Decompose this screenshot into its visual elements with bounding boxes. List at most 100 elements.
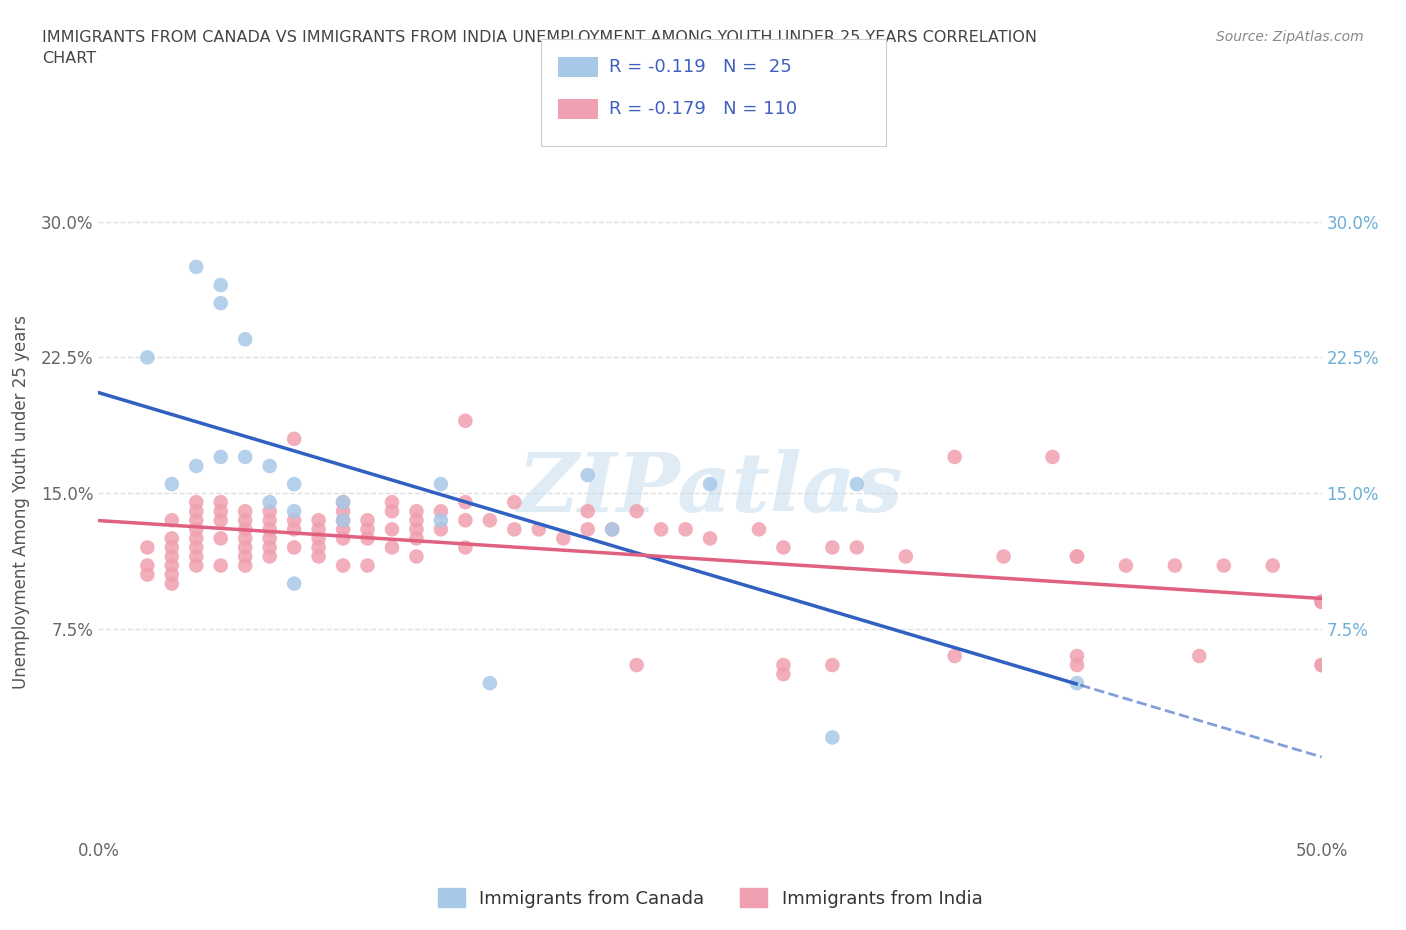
Point xyxy=(1066,549,1088,564)
Point xyxy=(1310,594,1333,609)
Text: CHART: CHART xyxy=(42,51,96,66)
Point xyxy=(233,540,256,555)
Point xyxy=(136,567,159,582)
Point xyxy=(821,540,844,555)
Point xyxy=(160,549,183,564)
Point xyxy=(136,540,159,555)
Point xyxy=(160,577,183,591)
Point xyxy=(259,522,281,537)
Point xyxy=(259,540,281,555)
Point xyxy=(160,567,183,582)
Point xyxy=(943,648,966,663)
Point xyxy=(821,730,844,745)
Point xyxy=(405,549,427,564)
Point xyxy=(845,540,868,555)
Point xyxy=(993,549,1015,564)
Point xyxy=(332,512,354,527)
Point xyxy=(186,558,208,573)
Point xyxy=(1310,594,1333,609)
Point xyxy=(308,549,330,564)
Point xyxy=(186,540,208,555)
Point xyxy=(626,658,648,672)
Point xyxy=(430,512,453,527)
Point xyxy=(503,522,526,537)
Point xyxy=(186,531,208,546)
Point xyxy=(332,531,354,546)
Point xyxy=(600,522,623,537)
Point xyxy=(233,531,256,546)
Point xyxy=(1115,558,1137,573)
Point xyxy=(186,259,208,274)
Point xyxy=(209,512,232,527)
Point xyxy=(283,432,305,446)
Point xyxy=(1261,558,1284,573)
Point xyxy=(136,558,159,573)
Point xyxy=(308,522,330,537)
Point xyxy=(233,504,256,519)
Point xyxy=(283,512,305,527)
Point xyxy=(332,522,354,537)
Point xyxy=(160,531,183,546)
Point xyxy=(332,558,354,573)
Point xyxy=(650,522,672,537)
Point xyxy=(209,504,232,519)
Point xyxy=(405,531,427,546)
Y-axis label: Unemployment Among Youth under 25 years: Unemployment Among Youth under 25 years xyxy=(11,315,30,689)
Text: IMMIGRANTS FROM CANADA VS IMMIGRANTS FROM INDIA UNEMPLOYMENT AMONG YOUTH UNDER 2: IMMIGRANTS FROM CANADA VS IMMIGRANTS FRO… xyxy=(42,30,1038,45)
Point xyxy=(772,658,794,672)
Point xyxy=(772,540,794,555)
Point xyxy=(478,512,501,527)
Point xyxy=(233,549,256,564)
Point xyxy=(1310,658,1333,672)
Point xyxy=(381,522,404,537)
Point xyxy=(259,458,281,473)
Point xyxy=(209,558,232,573)
Point xyxy=(308,540,330,555)
Point xyxy=(356,512,378,527)
Point xyxy=(699,477,721,492)
Point xyxy=(160,540,183,555)
Point xyxy=(454,495,477,510)
Point xyxy=(527,522,550,537)
Point xyxy=(233,512,256,527)
Point xyxy=(405,512,427,527)
Point xyxy=(209,531,232,546)
Point xyxy=(186,522,208,537)
Point xyxy=(283,540,305,555)
Point xyxy=(186,512,208,527)
Point xyxy=(186,549,208,564)
Point xyxy=(576,468,599,483)
Point xyxy=(332,504,354,519)
Point xyxy=(160,558,183,573)
Point xyxy=(430,504,453,519)
Point xyxy=(772,667,794,682)
Point xyxy=(1164,558,1187,573)
Point xyxy=(1066,648,1088,663)
Point xyxy=(1212,558,1234,573)
Point xyxy=(332,495,354,510)
Point xyxy=(1066,676,1088,691)
Point xyxy=(503,495,526,510)
Point xyxy=(1188,648,1211,663)
Point xyxy=(259,495,281,510)
Point xyxy=(186,495,208,510)
Point xyxy=(209,449,232,464)
Point xyxy=(1310,594,1333,609)
Point xyxy=(430,522,453,537)
Point xyxy=(600,522,623,537)
Point xyxy=(381,495,404,510)
Point xyxy=(405,522,427,537)
Point xyxy=(1066,658,1088,672)
Point xyxy=(356,522,378,537)
Point xyxy=(160,477,183,492)
Point xyxy=(233,332,256,347)
Point xyxy=(894,549,917,564)
Point xyxy=(209,495,232,510)
Point xyxy=(233,449,256,464)
Point xyxy=(1042,449,1064,464)
Point xyxy=(1310,658,1333,672)
Point xyxy=(283,477,305,492)
Point xyxy=(381,540,404,555)
Point xyxy=(553,531,575,546)
Point xyxy=(748,522,770,537)
